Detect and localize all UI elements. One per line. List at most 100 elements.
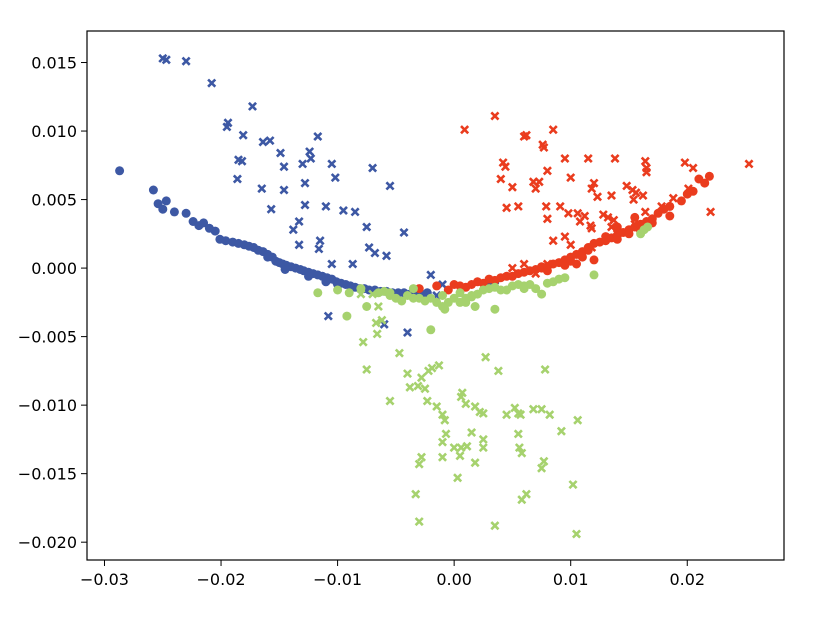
data-point-x xyxy=(612,229,622,239)
y-tick-label: 0.015 xyxy=(31,54,77,73)
data-point-circle xyxy=(688,186,698,196)
data-point-x xyxy=(542,259,552,269)
x-tick-label: 0.02 xyxy=(669,570,705,589)
data-point-circle xyxy=(577,252,587,262)
data-point-x xyxy=(338,205,348,216)
data-point-x xyxy=(537,463,547,473)
data-point-x xyxy=(288,225,298,235)
data-point-x xyxy=(566,240,576,250)
data-point-x xyxy=(416,452,427,462)
data-point-x xyxy=(411,489,421,499)
data-point-x xyxy=(327,259,337,269)
data-point-x xyxy=(563,208,573,218)
data-point-circle xyxy=(537,289,547,299)
data-point-x xyxy=(638,190,648,201)
data-point-x xyxy=(478,408,488,418)
data-point-circle xyxy=(490,304,500,314)
data-point-x xyxy=(573,415,583,425)
data-point-x xyxy=(371,318,381,328)
data-point-x xyxy=(298,159,308,169)
data-point-x xyxy=(510,403,520,413)
data-point-x xyxy=(493,366,503,376)
data-point-x xyxy=(528,404,538,414)
data-point-x xyxy=(279,185,289,195)
data-point-x xyxy=(514,443,524,453)
data-point-x xyxy=(589,178,599,188)
data-point-x xyxy=(294,240,304,250)
data-point-x xyxy=(478,434,488,444)
data-point-x xyxy=(222,122,232,132)
data-point-circle xyxy=(333,285,343,295)
data-point-x xyxy=(385,396,395,406)
data-point-x xyxy=(521,130,531,140)
data-point-x xyxy=(537,404,547,414)
data-point-x xyxy=(258,137,268,147)
y-tick-label: −0.010 xyxy=(18,396,77,415)
data-point-x xyxy=(568,480,578,490)
data-point-x xyxy=(534,177,544,187)
data-point-x xyxy=(161,55,171,65)
data-point-x xyxy=(539,456,549,466)
data-point-x xyxy=(587,242,597,253)
data-point-x xyxy=(583,153,593,164)
data-point-circle xyxy=(161,196,171,206)
data-point-x xyxy=(399,227,409,238)
data-point-x xyxy=(434,360,444,370)
data-point-x xyxy=(414,517,424,527)
y-tick-label: 0.000 xyxy=(31,259,77,278)
data-point-circle xyxy=(199,218,209,228)
data-point-circle xyxy=(601,232,611,242)
data-point-x xyxy=(502,410,512,420)
data-point-x xyxy=(641,167,652,177)
data-point-x xyxy=(555,201,565,211)
data-point-circle xyxy=(158,204,168,214)
data-point-x xyxy=(630,219,640,229)
data-point-circle xyxy=(385,288,395,298)
data-point-x xyxy=(706,207,716,217)
data-point-x xyxy=(609,215,619,225)
data-point-x xyxy=(321,201,331,211)
data-point-circle xyxy=(560,273,570,283)
data-point-x xyxy=(315,236,325,246)
data-point-x xyxy=(402,327,413,338)
data-point-x xyxy=(275,148,286,158)
data-point-circle xyxy=(344,288,354,298)
data-point-x xyxy=(394,348,404,358)
data-point-x xyxy=(405,382,415,392)
data-point-circle xyxy=(624,229,634,239)
data-point-x xyxy=(427,363,437,373)
data-point-circle xyxy=(440,304,450,314)
data-point-x xyxy=(368,289,378,299)
data-point-x xyxy=(314,244,324,254)
data-point-x xyxy=(377,315,387,325)
data-point-x xyxy=(305,147,315,157)
data-point-x xyxy=(640,156,650,166)
data-point-x xyxy=(402,369,413,379)
data-point-circle xyxy=(408,284,418,294)
data-point-circle xyxy=(210,226,220,236)
data-point-circle xyxy=(280,265,290,274)
data-point-circle xyxy=(643,222,653,232)
data-point-x xyxy=(517,448,527,458)
data-point-x xyxy=(362,364,372,375)
data-point-x xyxy=(500,162,510,172)
data-point-circle xyxy=(148,185,158,195)
data-point-x xyxy=(490,521,500,531)
data-point-x xyxy=(548,236,558,246)
data-point-x xyxy=(519,259,529,269)
data-point-x xyxy=(560,153,570,164)
data-point-x xyxy=(232,174,242,184)
data-point-x xyxy=(629,195,639,205)
data-point-x xyxy=(426,270,436,280)
data-point-x xyxy=(541,201,551,211)
data-point-x xyxy=(330,173,340,183)
data-point-x xyxy=(680,158,690,168)
data-point-x xyxy=(517,495,527,505)
data-point-circle xyxy=(221,236,231,246)
data-point-x xyxy=(668,193,678,203)
data-point-x xyxy=(513,429,523,439)
data-point-x xyxy=(481,352,491,362)
data-point-circle xyxy=(304,271,313,281)
data-point-circle xyxy=(321,277,331,287)
